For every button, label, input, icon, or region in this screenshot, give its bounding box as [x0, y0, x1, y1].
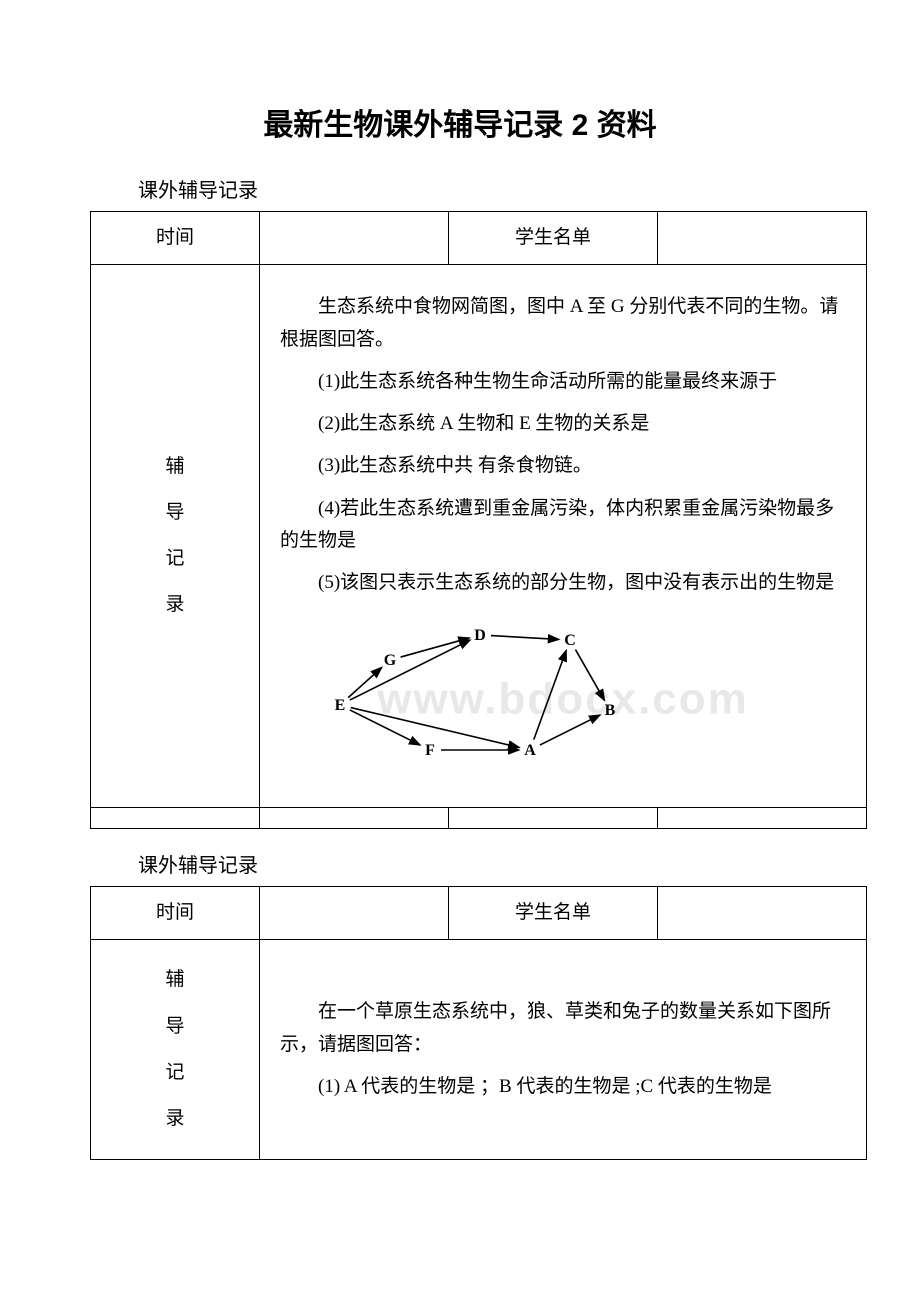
food-web-diagram: www.bdocx.com ABCDEFG [280, 610, 846, 791]
question-1: (1)此生态系统各种生物生命活动所需的能量最终来源于 [280, 366, 846, 398]
question-2-1: (1) A 代表的生物是 ；B 代表的生物是 ;C 代表的生物是 [280, 1071, 846, 1103]
question-2: (2)此生态系统 A 生物和 E 生物的关系是 [280, 408, 846, 440]
table-2: 时间 学生名单 辅 导 记 录 在一个草原生态系统中，狼、草类和兔子的数量关系如… [90, 886, 867, 1160]
time-value [260, 212, 449, 265]
svg-text:E: E [335, 697, 346, 714]
table-row: 时间 学生名单 [91, 212, 867, 265]
content-cell-2: 在一个草原生态系统中，狼、草类和兔子的数量关系如下图所示，请据图回答： (1) … [260, 940, 867, 1160]
intro-text: 生态系统中食物网简图，图中 A 至 G 分别代表不同的生物。请根据图回答。 [280, 291, 846, 356]
svg-text:A: A [524, 742, 536, 759]
student-value [658, 212, 867, 265]
section-label-1: 课外辅导记录 [138, 174, 830, 203]
empty-cell [91, 807, 260, 828]
svg-text:B: B [605, 702, 616, 719]
empty-cell [260, 807, 449, 828]
food-web-svg: A B C D E F G [280, 610, 680, 780]
time-label: 时间 [91, 212, 260, 265]
question-3: (3)此生态系统中共 有条食物链。 [280, 450, 846, 482]
sidebar-char: 录 [105, 589, 245, 621]
time-value [260, 886, 449, 939]
content-cell-1: 生态系统中食物网简图，图中 A 至 G 分别代表不同的生物。请根据图回答。 (1… [260, 265, 867, 808]
empty-cell [658, 807, 867, 828]
svg-text:C: C [564, 632, 576, 649]
table-row: 时间 学生名单 [91, 886, 867, 939]
student-label: 学生名单 [449, 212, 658, 265]
sidebar-char: 辅 [105, 964, 245, 996]
sidebar-char: 导 [105, 497, 245, 529]
table-row [91, 807, 867, 828]
sidebar-label: 辅 导 记 录 [91, 265, 260, 808]
section-label-2: 课外辅导记录 [138, 849, 830, 878]
student-value [658, 886, 867, 939]
svg-text:D: D [474, 627, 486, 644]
time-label: 时间 [91, 886, 260, 939]
sidebar-char: 导 [105, 1011, 245, 1043]
question-5: (5)该图只表示生态系统的部分生物，图中没有表示出的生物是 [280, 567, 846, 599]
intro-text-2: 在一个草原生态系统中，狼、草类和兔子的数量关系如下图所示，请据图回答： [280, 996, 846, 1061]
sidebar-label: 辅 导 记 录 [91, 940, 260, 1160]
sidebar-char: 记 [105, 1057, 245, 1089]
student-label: 学生名单 [449, 886, 658, 939]
question-4: (4)若此生态系统遭到重金属污染，体内积累重金属污染物最多的生物是 [280, 493, 846, 558]
sidebar-char: 辅 [105, 451, 245, 483]
table-row: 辅 导 记 录 生态系统中食物网简图，图中 A 至 G 分别代表不同的生物。请根… [91, 265, 867, 808]
svg-text:G: G [384, 652, 397, 669]
empty-cell [449, 807, 658, 828]
sidebar-char: 录 [105, 1103, 245, 1135]
table-1: 时间 学生名单 辅 导 记 录 生态系统中食物网简图，图中 A 至 G 分别代表… [90, 211, 867, 829]
svg-text:F: F [425, 742, 435, 759]
table-row: 辅 导 记 录 在一个草原生态系统中，狼、草类和兔子的数量关系如下图所示，请据图… [91, 940, 867, 1160]
sidebar-char: 记 [105, 543, 245, 575]
page-title: 最新生物课外辅导记录 2 资料 [90, 100, 830, 144]
